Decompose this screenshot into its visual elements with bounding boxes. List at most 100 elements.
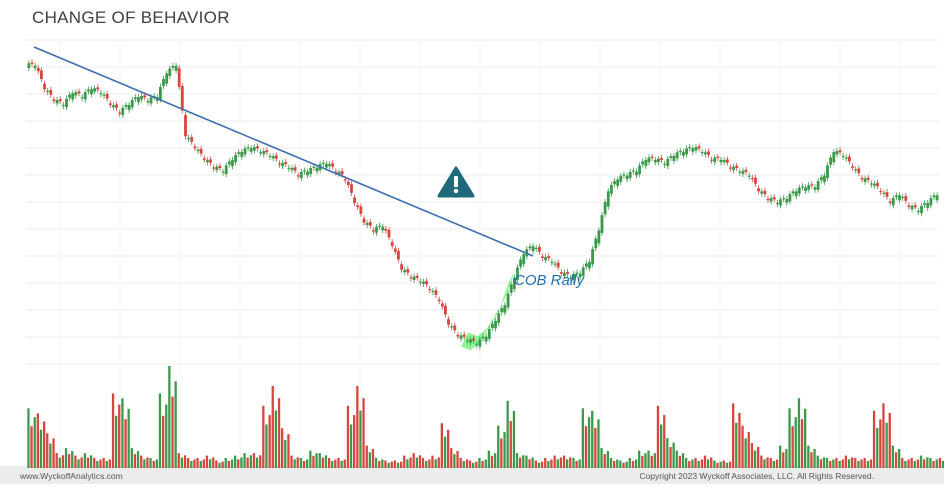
volume-bar	[277, 398, 281, 468]
candle-body	[143, 95, 147, 98]
volume-bar	[638, 450, 641, 468]
candle-body	[653, 159, 657, 163]
volume-bar	[93, 458, 96, 468]
volume-bar	[916, 459, 920, 468]
volume-bar	[810, 452, 813, 468]
candle-body	[306, 171, 309, 176]
volume-bar	[468, 460, 472, 468]
candle-body	[929, 198, 933, 206]
volume-bar	[234, 455, 237, 468]
candle-body	[337, 171, 341, 174]
candle-body	[290, 168, 294, 171]
volume-bar	[616, 459, 619, 468]
candle-body	[33, 65, 37, 69]
candle-body	[682, 152, 685, 156]
candle-body	[30, 62, 34, 64]
candle-body	[359, 206, 363, 214]
volume-bar	[885, 422, 888, 468]
volume-bar	[64, 448, 68, 468]
volume-bar	[578, 459, 581, 468]
candle-body	[99, 93, 103, 95]
candle-body	[807, 185, 811, 190]
candle-body	[826, 165, 829, 178]
page-title: CHANGE OF BEHAVIOR	[32, 8, 230, 27]
volume-bar	[193, 459, 196, 468]
candle-body	[851, 166, 854, 168]
candle-body	[923, 203, 926, 206]
candle-body	[794, 191, 798, 197]
volume-bar	[152, 461, 155, 468]
volume-bar	[174, 381, 177, 468]
volume-bar	[124, 419, 127, 468]
candle-body	[895, 195, 898, 198]
candle-body	[406, 269, 410, 273]
candle-body	[487, 328, 491, 339]
volume-bar	[506, 400, 509, 468]
candle-body	[87, 89, 90, 92]
candle-body	[660, 158, 663, 161]
volume-bar	[888, 413, 891, 468]
volume-bar	[484, 459, 487, 468]
candle-body	[177, 68, 181, 87]
candle-body	[149, 97, 153, 104]
volume-bar	[218, 462, 221, 468]
volume-bar	[497, 425, 500, 468]
volume-bar	[938, 458, 941, 468]
candle-body	[465, 340, 469, 342]
candle-body	[378, 225, 381, 227]
candle-body	[212, 167, 216, 169]
volume-bar	[660, 424, 663, 468]
volume-bar	[356, 385, 359, 468]
volume-bar	[68, 454, 71, 468]
candle-body	[68, 94, 71, 98]
volume-bar	[384, 460, 387, 468]
candle-body	[253, 147, 256, 151]
candle-body	[747, 175, 751, 177]
candle-body	[885, 192, 889, 197]
volume-bar	[744, 438, 747, 468]
candle-body	[271, 156, 275, 159]
candle-body	[848, 156, 851, 162]
candle-body	[738, 171, 742, 173]
volume-bar	[58, 457, 61, 468]
volume-bar	[243, 453, 246, 468]
volume-bar	[306, 459, 309, 468]
volume-bar	[400, 461, 403, 468]
candle-body	[713, 157, 717, 163]
volume-bar	[77, 459, 80, 468]
candle-body	[566, 271, 569, 274]
candle-body	[863, 178, 867, 182]
candle-body	[274, 155, 278, 159]
candle-body	[707, 151, 710, 155]
volume-bar	[882, 403, 885, 468]
candle-body	[206, 160, 209, 163]
volume-bar	[168, 366, 171, 468]
volume-bar	[74, 455, 77, 468]
volume-bar	[813, 449, 816, 468]
candle-body	[231, 159, 234, 167]
candle-body	[819, 177, 823, 181]
footer-website[interactable]: www.WyckoffAnalytics.com	[20, 471, 123, 481]
candle-body	[741, 170, 745, 174]
volume-bar	[838, 461, 841, 468]
volume-bar	[209, 459, 212, 468]
volume-bar	[381, 459, 384, 468]
candle-body	[694, 147, 698, 151]
candle-body	[512, 277, 516, 290]
candle-body	[704, 152, 707, 155]
volume-bar	[678, 455, 681, 468]
candle-body	[265, 150, 269, 153]
volume-bar	[694, 458, 697, 468]
volume-bar	[591, 410, 594, 468]
candle-body	[196, 149, 200, 151]
volume-bar	[891, 445, 894, 468]
candle-body	[124, 105, 128, 107]
candle-body	[663, 163, 667, 165]
volume-bar	[785, 449, 788, 468]
volume-bar	[876, 427, 879, 468]
candle-body	[766, 198, 770, 201]
volume-bar	[544, 458, 547, 468]
volume-bar	[334, 459, 337, 468]
candle-body	[46, 90, 50, 92]
candle-body	[904, 196, 908, 201]
